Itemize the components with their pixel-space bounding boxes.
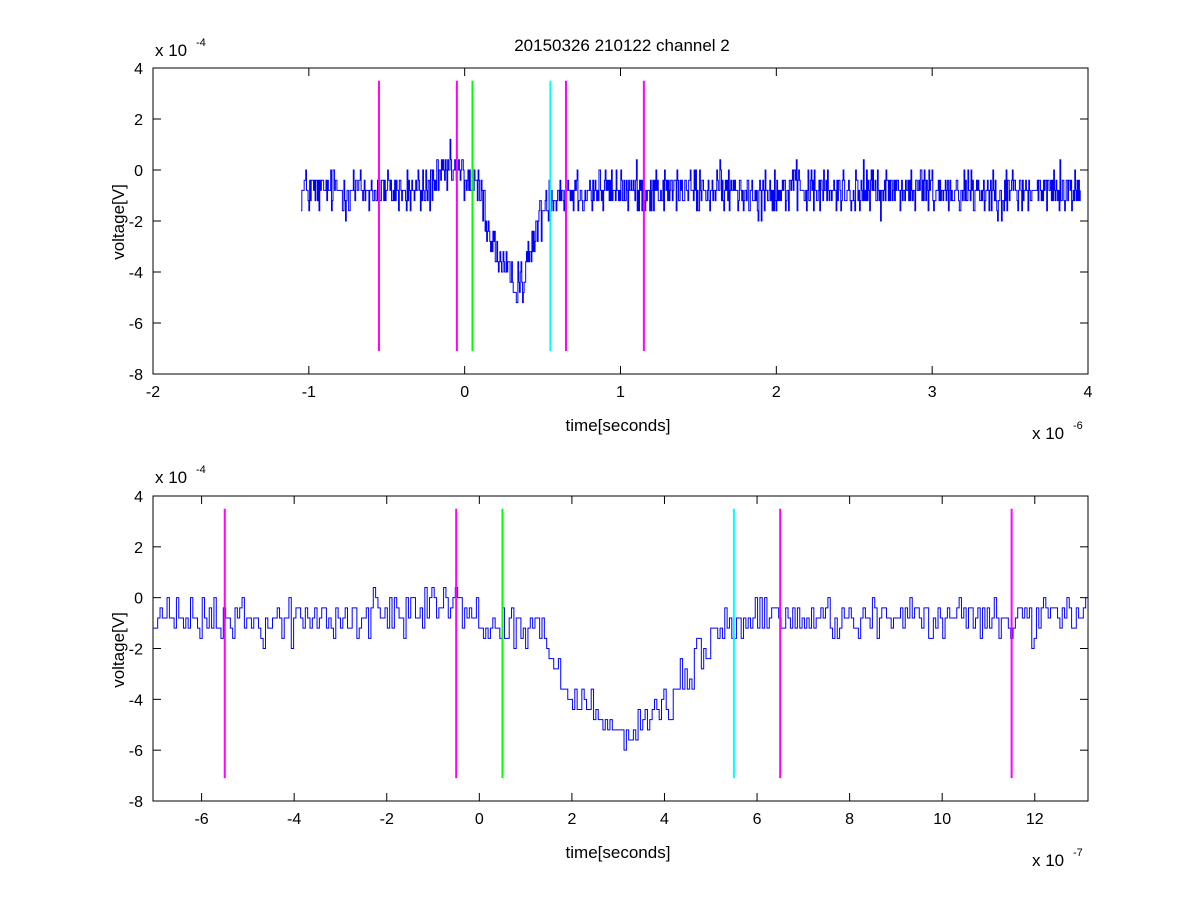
top-y-tick-label: -4 bbox=[129, 265, 143, 282]
top-axes-frame bbox=[152, 67, 1089, 375]
bottom-x-tick-label: 6 bbox=[753, 811, 762, 828]
bottom-x-multiplier-label: x 10 bbox=[1032, 851, 1064, 870]
bottom-signal-series bbox=[153, 587, 1088, 751]
top-x-tick-label: -2 bbox=[146, 384, 160, 401]
bottom-x-tick-label: -2 bbox=[380, 811, 394, 828]
bottom-x-tick-label: 12 bbox=[1026, 811, 1044, 828]
bottom-x-tick-label: 0 bbox=[475, 811, 484, 828]
bottom-y-tick-label: -8 bbox=[129, 794, 143, 811]
bottom-y-multiplier: x 10 -4 bbox=[155, 464, 206, 487]
bottom-x-multiplier-exponent: -7 bbox=[1073, 847, 1083, 859]
top-x-tick-label: 0 bbox=[460, 384, 469, 401]
chart-title: 20150326 210122 channel 2 bbox=[514, 36, 730, 55]
top-y-tick-label: -8 bbox=[129, 367, 143, 384]
top-y-tick-label: 2 bbox=[134, 112, 143, 129]
top-plot: 20150326 210122 channel 2 x 10 -4 x 10 -… bbox=[109, 36, 1093, 443]
bottom-y-tick-label: -6 bbox=[129, 743, 143, 760]
bottom-y-tick-label: -2 bbox=[129, 642, 143, 659]
top-y-tick-label: 4 bbox=[134, 61, 143, 78]
bottom-x-tick-label: 8 bbox=[845, 811, 854, 828]
bottom-plot: x 10 -4 x 10 -7 time[seconds] voltage[V]… bbox=[109, 464, 1089, 870]
top-y-tick-label: 0 bbox=[134, 163, 143, 180]
top-y-multiplier-exponent: -4 bbox=[196, 37, 206, 49]
top-x-multiplier: x 10 -6 bbox=[1032, 420, 1083, 443]
bottom-y-tick-label: -4 bbox=[129, 692, 143, 709]
bottom-x-multiplier: x 10 -7 bbox=[1032, 847, 1083, 870]
top-y-multiplier-label: x 10 bbox=[155, 41, 187, 60]
bottom-y-tick-label: 4 bbox=[134, 489, 143, 506]
top-y-tick-label: -2 bbox=[129, 214, 143, 231]
top-x-tick-label: 4 bbox=[1084, 384, 1093, 401]
top-x-multiplier-label: x 10 bbox=[1032, 424, 1064, 443]
bottom-x-tick-label: 4 bbox=[660, 811, 669, 828]
bottom-x-tick-label: 2 bbox=[567, 811, 576, 828]
top-y-multiplier: x 10 -4 bbox=[155, 37, 206, 60]
bottom-y-tick-label: 2 bbox=[134, 540, 143, 557]
top-signal-series bbox=[301, 138, 1081, 304]
top-x-axis-label: time[seconds] bbox=[566, 416, 671, 435]
top-x-multiplier-exponent: -6 bbox=[1073, 420, 1083, 432]
bottom-x-tick-label: -4 bbox=[287, 811, 301, 828]
bottom-y-multiplier-exponent: -4 bbox=[196, 464, 206, 476]
top-y-axis-label: voltage[V] bbox=[109, 184, 128, 260]
top-x-tick-label: 2 bbox=[772, 384, 781, 401]
top-y-tick-label: -6 bbox=[129, 316, 143, 333]
bottom-y-axis-label: voltage[V] bbox=[109, 612, 128, 688]
bottom-x-tick-label: -6 bbox=[194, 811, 208, 828]
bottom-y-tick-label: 0 bbox=[134, 591, 143, 608]
top-x-tick-label: 1 bbox=[616, 384, 625, 401]
top-x-tick-label: -1 bbox=[302, 384, 316, 401]
bottom-x-axis-label: time[seconds] bbox=[566, 843, 671, 862]
bottom-y-multiplier-label: x 10 bbox=[155, 468, 187, 487]
top-x-tick-label: 3 bbox=[928, 384, 937, 401]
bottom-x-tick-label: 10 bbox=[933, 811, 951, 828]
